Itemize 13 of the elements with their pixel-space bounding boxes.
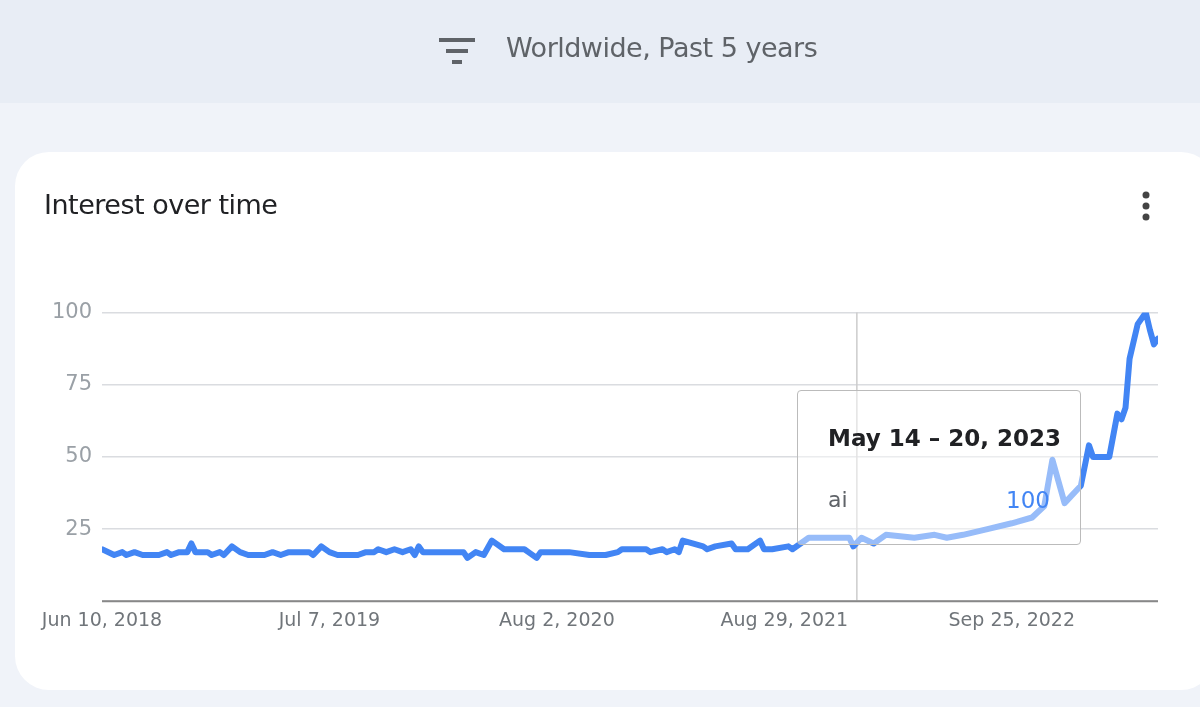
x-tick-label: Aug 2, 2020 xyxy=(499,607,615,630)
chart-title: Interest over time xyxy=(44,189,278,220)
x-tick-label: Jul 7, 2019 xyxy=(277,607,381,630)
y-tick-label: 100 xyxy=(51,299,92,324)
x-tick-label: Jun 10, 2018 xyxy=(40,607,163,630)
y-tick-label: 50 xyxy=(65,443,92,468)
series-label: ai xyxy=(828,487,848,512)
chart-subtitle: Worldwide, Past 5 years xyxy=(506,32,818,63)
x-tick-label: Aug 29, 2021 xyxy=(720,607,849,630)
x-tick-label: Sep 25, 2022 xyxy=(948,607,1076,630)
annotation: May 14 – 20, 2023 xyxy=(828,425,1061,451)
y-tick-label: 75 xyxy=(65,371,92,396)
y-tick-label: 25 xyxy=(65,515,92,540)
